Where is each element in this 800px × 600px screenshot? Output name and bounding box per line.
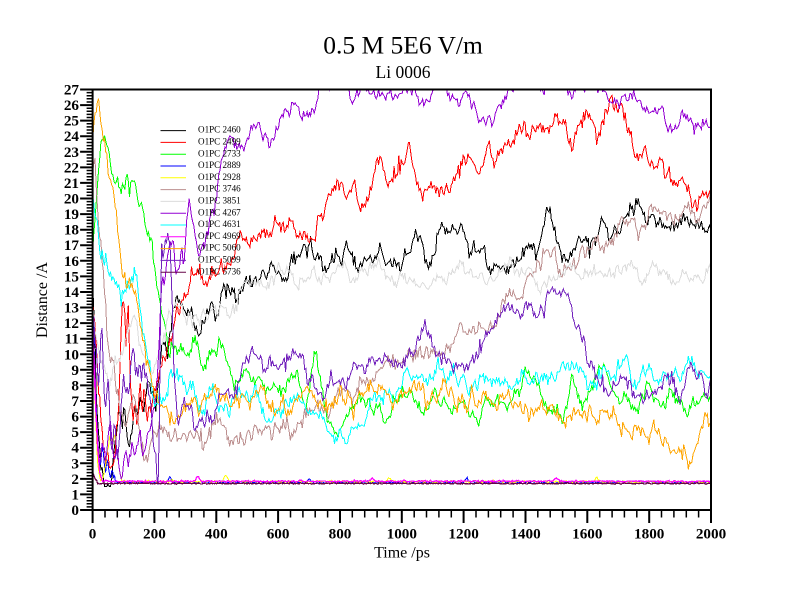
svg-text:12: 12 [64,315,79,332]
svg-text:2: 2 [71,471,79,488]
svg-text:4: 4 [71,440,79,457]
svg-text:400: 400 [205,526,228,543]
svg-text:O1PC 3746: O1PC 3746 [198,184,241,194]
svg-text:25: 25 [64,113,80,130]
svg-text:O1PC 4631: O1PC 4631 [198,219,241,229]
svg-text:24: 24 [64,128,80,145]
svg-text:O1PC 5736: O1PC 5736 [198,266,241,276]
svg-text:5: 5 [71,424,79,441]
svg-text:26: 26 [64,97,80,114]
svg-text:17: 17 [64,237,80,254]
svg-text:O1PC 2460: O1PC 2460 [198,125,241,135]
svg-text:O1PC 2499: O1PC 2499 [198,137,241,147]
svg-text:Distance /A: Distance /A [34,262,51,338]
svg-text:O1PC 5060: O1PC 5060 [198,243,241,253]
svg-text:Time /ps: Time /ps [374,545,430,562]
svg-text:600: 600 [267,526,290,543]
svg-text:11: 11 [65,331,79,348]
svg-text:23: 23 [64,144,80,161]
svg-text:O1PC 5099: O1PC 5099 [198,255,241,265]
svg-text:13: 13 [64,300,80,317]
svg-text:22: 22 [64,159,79,176]
svg-text:19: 19 [64,206,80,223]
svg-text:1400: 1400 [510,526,541,543]
svg-text:16: 16 [64,253,80,270]
svg-text:0: 0 [89,526,97,543]
svg-text:0.5 M 5E6 V/m: 0.5 M 5E6 V/m [323,31,483,60]
svg-text:10: 10 [64,346,80,363]
svg-text:1600: 1600 [572,526,603,543]
svg-text:20: 20 [64,191,80,208]
svg-text:O1PC 2889: O1PC 2889 [198,160,241,170]
svg-text:1000: 1000 [387,526,418,543]
svg-text:200: 200 [143,526,166,543]
svg-text:O1PC 2928: O1PC 2928 [198,172,241,182]
svg-text:21: 21 [64,175,79,192]
svg-text:1800: 1800 [634,526,665,543]
svg-text:0: 0 [71,502,79,519]
svg-text:800: 800 [329,526,352,543]
svg-text:1200: 1200 [448,526,479,543]
svg-text:18: 18 [64,222,80,239]
svg-text:O1PC 2733: O1PC 2733 [198,148,241,158]
svg-text:O1PC 3851: O1PC 3851 [198,196,241,206]
svg-text:1: 1 [71,486,79,503]
svg-text:8: 8 [71,377,79,394]
svg-text:27: 27 [64,82,80,99]
svg-text:3: 3 [71,455,79,472]
svg-text:6: 6 [71,409,79,426]
svg-text:14: 14 [64,284,80,301]
svg-text:O1PC 4969: O1PC 4969 [198,231,241,241]
svg-text:2000: 2000 [696,526,727,543]
svg-text:9: 9 [71,362,79,379]
svg-text:15: 15 [64,268,80,285]
svg-text:7: 7 [71,393,79,410]
svg-text:O1PC 4267: O1PC 4267 [198,207,241,217]
svg-text:Li 0006: Li 0006 [376,62,431,82]
